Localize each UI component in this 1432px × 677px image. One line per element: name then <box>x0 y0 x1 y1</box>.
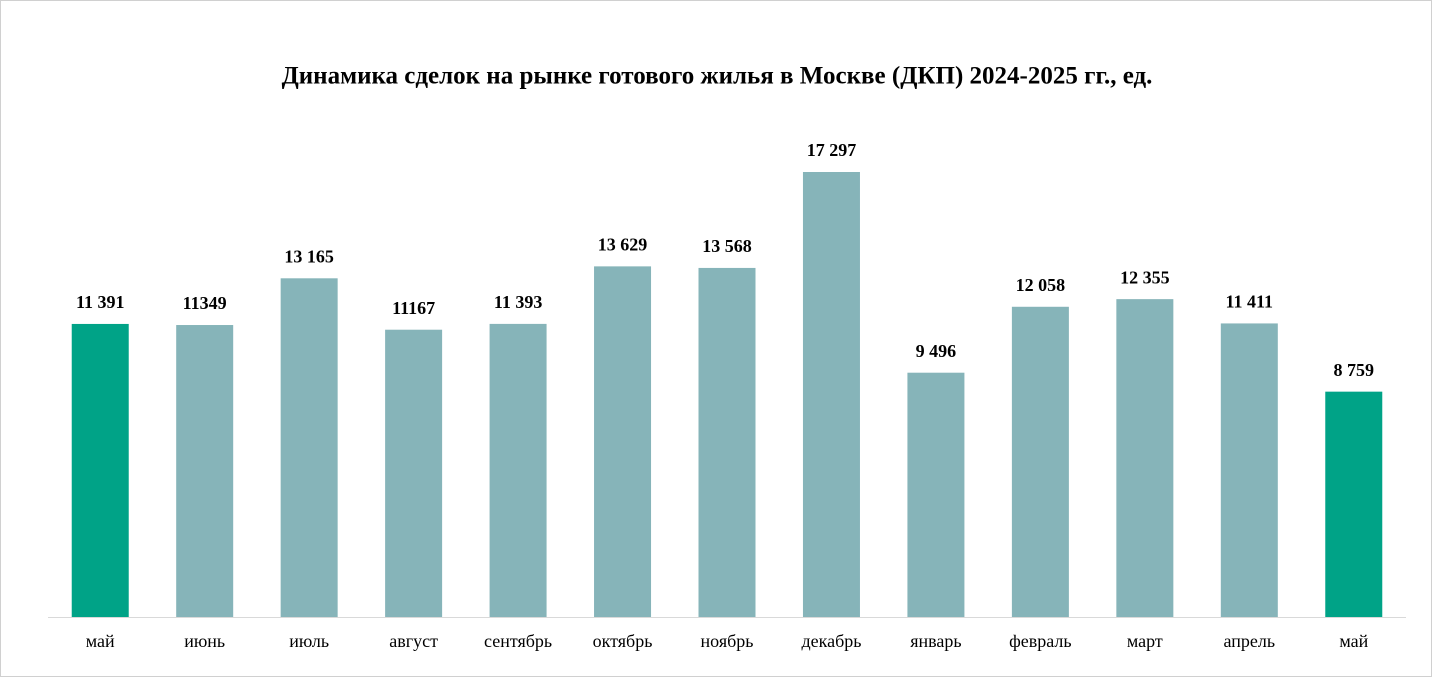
bar <box>280 278 338 617</box>
bar <box>1116 299 1174 617</box>
chart-title: Динамика сделок на рынке готового жилья … <box>282 63 1153 90</box>
value-label: 13 568 <box>702 236 752 256</box>
bar <box>698 267 756 617</box>
x-tick-label: октябрь <box>593 631 653 651</box>
value-label: 13 629 <box>598 234 648 254</box>
x-tick-label: декабрь <box>801 631 861 651</box>
bar <box>1325 391 1383 617</box>
x-tick-label: март <box>1127 631 1163 651</box>
value-label: 11 393 <box>494 292 543 312</box>
x-tick-label: июль <box>289 631 329 651</box>
x-tick-label: апрель <box>1224 631 1276 651</box>
bar <box>594 266 652 617</box>
bar <box>71 323 129 617</box>
bar <box>907 372 965 617</box>
x-tick-label: май <box>1339 631 1368 651</box>
value-label: 8 759 <box>1334 360 1375 380</box>
x-tick-label: январь <box>910 631 961 651</box>
value-label: 11 411 <box>1226 292 1274 312</box>
value-label: 13 165 <box>284 246 334 266</box>
value-label: 11167 <box>392 298 435 318</box>
value-label: 17 297 <box>807 140 857 160</box>
value-label: 11349 <box>183 293 227 313</box>
value-label: 12 355 <box>1120 267 1170 287</box>
bar <box>489 323 547 617</box>
x-tick-label: июнь <box>184 631 225 651</box>
bar <box>1220 323 1278 617</box>
bar <box>176 325 234 617</box>
bar <box>802 172 860 617</box>
x-tick-label: сентябрь <box>484 631 552 651</box>
value-label: 9 496 <box>916 341 957 361</box>
bar <box>1011 306 1069 617</box>
value-label: 12 058 <box>1016 275 1066 295</box>
bar <box>385 329 443 617</box>
x-tick-label: февраль <box>1009 631 1072 651</box>
x-tick-label: ноябрь <box>701 631 754 651</box>
value-label: 11 391 <box>76 292 125 312</box>
x-tick-label: август <box>389 631 438 651</box>
x-tick-label: май <box>86 631 115 651</box>
